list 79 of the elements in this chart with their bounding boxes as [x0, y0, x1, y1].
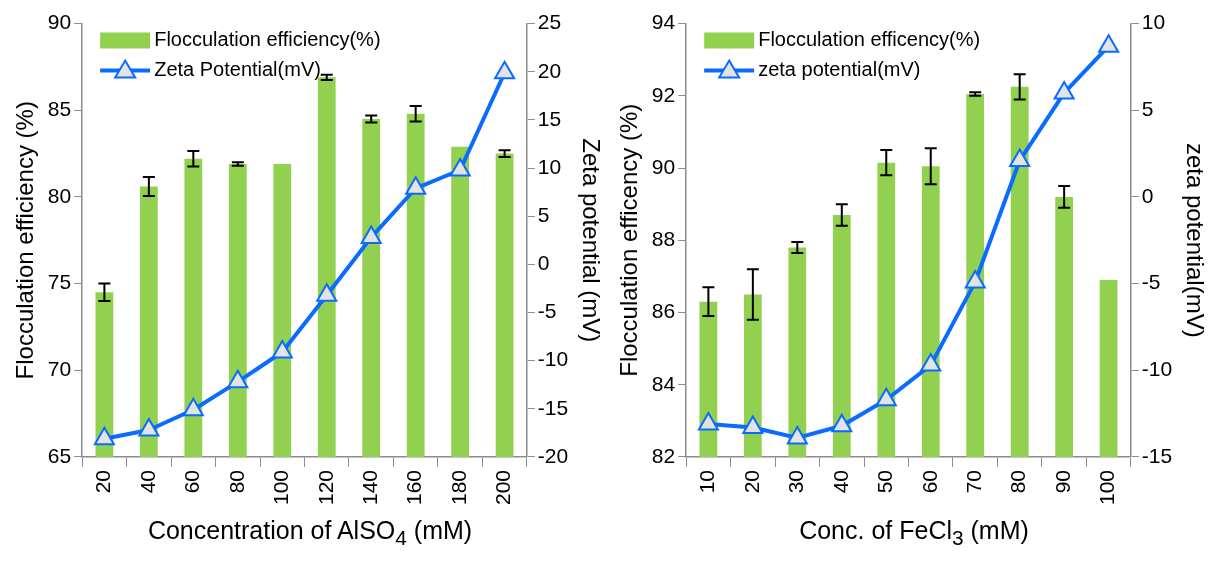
y-axis-title: Flocculation efficiency (%)	[11, 101, 39, 380]
y2-tick-label: 10	[1141, 10, 1166, 34]
x-tick-label: 20	[91, 469, 115, 494]
point	[227, 369, 249, 389]
y2-tick-label: -5	[1141, 270, 1161, 294]
legend-label: Flocculation efficiency(%)	[154, 28, 381, 51]
y2-tick-label: 5	[537, 203, 550, 226]
y-tick-label: 70	[47, 357, 72, 381]
y2-axis-title: zeta potential(mV)	[1181, 142, 1209, 338]
point	[1009, 148, 1031, 168]
x-tick-label: 160	[402, 469, 426, 506]
x-tick-label: 200	[491, 469, 515, 506]
y2-axis-title: Zeta potential (mV)	[577, 138, 605, 343]
point	[964, 269, 986, 289]
point	[875, 387, 897, 407]
x-tick-label: 50	[873, 469, 897, 494]
y2-tick-label: 20	[537, 58, 562, 82]
y2-tick-label: -10	[1141, 357, 1173, 381]
x-tick-label: 140	[358, 469, 381, 506]
point	[93, 426, 115, 446]
point	[182, 397, 204, 417]
legend-label: Flocculation efficency(%)	[758, 28, 981, 51]
x-tick-label: 120	[313, 469, 337, 506]
x-tick-label: 30	[784, 469, 808, 494]
y-tick-label: 84	[651, 371, 676, 395]
y2-tick-label: 0	[1141, 183, 1154, 207]
x-tick-label: 20	[739, 469, 763, 494]
point	[316, 283, 338, 302]
y-tick-label: 75	[47, 270, 72, 294]
y2-tick-label: -15	[1141, 443, 1173, 467]
point	[920, 353, 942, 372]
y-tick-label: 86	[651, 299, 676, 323]
x-tick-label: 10	[695, 469, 719, 494]
point	[1053, 80, 1075, 100]
x-tick-label: 180	[446, 469, 470, 506]
point	[405, 176, 427, 195]
y2-tick-label: -10	[537, 347, 569, 371]
x-tick-label: 60	[917, 469, 941, 494]
y-tick-label: 94	[651, 10, 676, 34]
y2-tick-label: -20	[537, 443, 569, 467]
y2-tick-label: 15	[537, 106, 562, 130]
y2-tick-label: 10	[537, 154, 562, 178]
x-tick-label: 100	[1095, 469, 1119, 506]
point	[449, 157, 471, 177]
legend-label: Zeta Potential(mV)	[154, 58, 321, 81]
x-tick-label: 40	[828, 469, 852, 494]
point	[138, 418, 160, 437]
point	[786, 425, 808, 445]
y-tick-label: 92	[651, 82, 676, 106]
y-tick-label: 65	[47, 443, 72, 467]
legend-label: zeta potential(mV)	[758, 58, 921, 81]
point	[360, 225, 382, 244]
x-tick-label: 80	[224, 469, 248, 494]
x-tick-label: 70	[962, 469, 985, 494]
point	[697, 412, 719, 431]
point	[494, 60, 516, 80]
point	[271, 339, 293, 359]
point	[831, 413, 853, 433]
point	[1098, 34, 1120, 53]
x-tick-label: 90	[1050, 469, 1074, 494]
y-tick-label: 88	[651, 227, 676, 251]
x-tick-label: 100	[269, 469, 293, 506]
y2-tick-label: 0	[537, 251, 550, 275]
y-axis-title: Flocculation efficency (%)	[615, 103, 643, 377]
y-tick-label: 80	[47, 183, 72, 207]
y-tick-label: 90	[47, 10, 72, 34]
y2-tick-label: -5	[537, 299, 557, 323]
x-tick-label: 80	[1006, 469, 1030, 494]
y-tick-label: 82	[651, 443, 676, 467]
y-tick-label: 90	[651, 154, 676, 178]
point	[742, 415, 764, 434]
y2-tick-label: 25	[537, 10, 562, 34]
x-axis-title: Conc. of FeCl$_{3}$ (mM)	[798, 516, 1030, 550]
x-tick-label: 60	[180, 469, 204, 494]
y2-tick-label: -15	[537, 395, 569, 419]
y-tick-label: 85	[47, 97, 72, 121]
x-tick-label: 40	[135, 469, 159, 494]
x-axis-title: Concentration of AlSO$_{4}$ (mM)	[146, 516, 474, 550]
y2-tick-label: 5	[1141, 97, 1154, 121]
